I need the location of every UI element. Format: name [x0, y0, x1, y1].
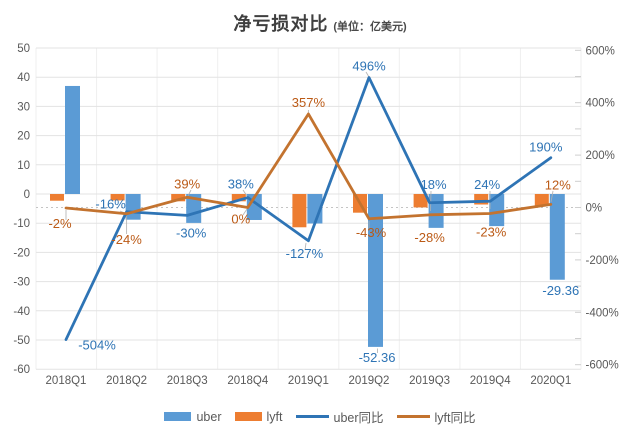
bar-lyft-2018Q4 — [231, 194, 246, 202]
x-axis-label: 2018Q2 — [106, 375, 147, 387]
bar-uber-2019Q4 — [489, 194, 505, 227]
axis-labels: 50 40 30 20 10 0 -10 -20 -30 -40 -50 -60 600% 400% 200… — [13, 43, 618, 387]
left-axis-label: -10 — [13, 218, 30, 230]
leader-line — [430, 190, 432, 212]
left-axis-label: 0 — [24, 189, 30, 201]
left-axis-label: 10 — [17, 160, 30, 172]
x-axis-label: 2018Q3 — [167, 375, 208, 387]
point-label-uber-yoy: 190% — [529, 140, 563, 155]
point-label-uber-yoy: -30% — [176, 225, 207, 240]
legend-swatch-uber-yoy — [295, 415, 329, 418]
point-label-lyft-yoy: -28% — [414, 230, 445, 245]
left-axis-label: -20 — [13, 247, 30, 259]
point-label-uber-yoy: 496% — [352, 59, 386, 74]
chart-title-text: 净亏损对比 — [233, 14, 329, 34]
point-label-uber-yoy: -127% — [286, 246, 324, 261]
x-axis-label: 2018Q4 — [227, 375, 269, 387]
bar-lyft-2018Q3 — [171, 194, 186, 202]
leader-line — [304, 242, 307, 251]
right-axis-label: -200% — [586, 255, 619, 267]
bar-lyft-2018Q1 — [50, 194, 64, 201]
point-label-lyft-yoy: -43% — [356, 225, 387, 240]
left-axis-label: -30 — [13, 277, 30, 289]
bar-uber-2020Q1 — [549, 194, 565, 280]
x-axis-label: 2018Q1 — [46, 375, 87, 387]
right-axis-label: -400% — [586, 307, 619, 319]
right-axis-label: 200% — [586, 150, 615, 162]
right-axis-label: 400% — [586, 98, 615, 110]
bar-value-label-uber: -29.36 — [542, 283, 579, 298]
x-axis-label: 2019Q4 — [470, 375, 512, 387]
left-axis-label: 20 — [17, 131, 30, 143]
x-axis-label: 2019Q2 — [349, 375, 390, 387]
point-label-lyft-yoy: 39% — [174, 176, 200, 191]
lines: -504% -16% -30% 38% -127% 496% 18% 24% 190% -2% -2… — [48, 59, 571, 353]
leader-line — [242, 208, 248, 216]
leader-line — [550, 190, 554, 203]
gridlines — [35, 47, 582, 370]
left-axis-label: -40 — [13, 306, 30, 318]
right-axis-label: 0% — [586, 203, 603, 215]
point-label-lyft-yoy: 357% — [292, 95, 326, 110]
bar-value-label-uber: -52.36 — [359, 350, 396, 365]
chart-title-unit-note: (单位：亿美元) — [333, 21, 407, 33]
line-lyft-yoy — [64, 112, 553, 221]
legend-label-lyft-yoy: lyft同比 — [434, 411, 476, 425]
bar-uber-2018Q2 — [125, 194, 141, 220]
x-axis-label: 2019Q1 — [288, 375, 329, 387]
left-axis-label: -50 — [13, 335, 30, 347]
right-axis-label: -600% — [586, 360, 619, 372]
legend-item-uber: uber — [164, 409, 222, 424]
legend-swatch-lyft-yoy — [396, 415, 430, 418]
point-label-uber-yoy: 18% — [421, 177, 447, 192]
bar-lyft-2019Q4 — [474, 194, 489, 205]
legend-swatch-lyft — [234, 412, 262, 421]
bar-lyft-2019Q1 — [292, 194, 307, 228]
left-axis-label: 50 — [17, 43, 30, 55]
bar-lyft-2018Q2 — [110, 194, 125, 201]
legend-swatch-uber — [164, 412, 192, 421]
bar-uber-2018Q1 — [65, 85, 80, 194]
legend-label-uber: uber — [196, 409, 222, 424]
left-axis-label: -60 — [13, 364, 30, 376]
point-label-uber-yoy: -16% — [95, 197, 126, 212]
point-label-lyft-yoy: -23% — [476, 225, 507, 240]
chart-title: 净亏损对比 (单位：亿美元) — [0, 10, 640, 36]
bar-uber-2019Q2 — [368, 194, 383, 347]
leader-line — [365, 71, 370, 78]
leader-line — [242, 189, 248, 197]
bar-lyft-2020Q1 — [534, 194, 549, 206]
leader-line — [187, 189, 192, 197]
legend-item-uber-yoy: uber同比 — [295, 407, 384, 426]
left-axis-label: 40 — [17, 72, 30, 84]
point-label-lyft-yoy: -2% — [48, 216, 72, 231]
bar-lyft-2019Q3 — [413, 194, 428, 208]
x-axis-label: 2019Q3 — [409, 375, 450, 387]
legend-item-lyft: lyft — [234, 409, 283, 424]
point-label-lyft-yoy: 0% — [231, 212, 250, 227]
legend-item-lyft-yoy: lyft同比 — [396, 407, 476, 426]
point-label-lyft-yoy: -24% — [111, 232, 142, 247]
x-axis-label: 2020Q1 — [530, 375, 571, 387]
legend-label-uber-yoy: uber同比 — [333, 411, 384, 425]
line-uber-yoy — [64, 76, 553, 341]
left-axis-label: 30 — [17, 101, 30, 113]
point-label-uber-yoy: 38% — [228, 177, 254, 192]
point-label-uber-yoy: 24% — [474, 177, 500, 192]
legend: uber lyft uber同比 lyft同比 — [0, 407, 640, 426]
legend-label-lyft: lyft — [266, 409, 283, 424]
right-axis-label: 600% — [586, 45, 615, 57]
point-label-uber-yoy: -504% — [78, 338, 116, 353]
point-label-lyft-yoy: 12% — [545, 177, 571, 192]
